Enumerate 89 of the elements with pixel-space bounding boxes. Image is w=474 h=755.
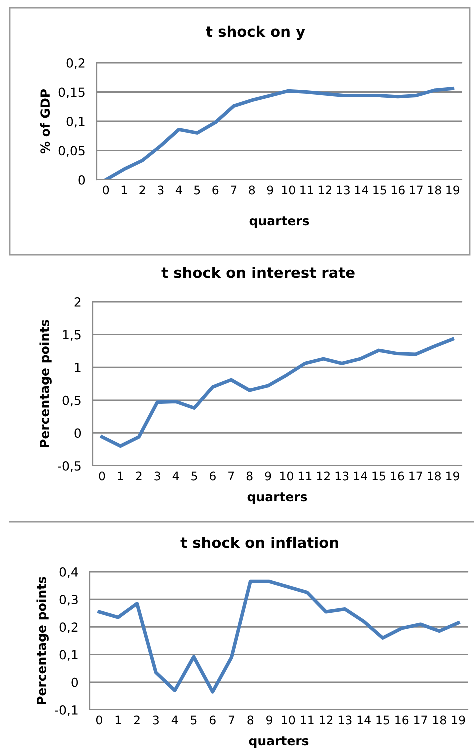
x-tick-label: 5 — [192, 472, 198, 481]
x-tick-label: 3 — [154, 472, 160, 481]
x-tick-label: 17 — [414, 716, 428, 725]
x-tick-label: 10 — [280, 472, 294, 481]
x-tick-label: 14 — [354, 472, 368, 481]
chart-title: t shock on interest rate — [162, 266, 355, 278]
x-tick-label: 17 — [410, 472, 422, 481]
line-series — [100, 338, 455, 448]
x-tick-label: 19 — [446, 186, 460, 195]
x-tick-label: 12 — [317, 472, 330, 481]
x-tick-label: 11 — [300, 186, 314, 195]
x-tick-label: 3 — [153, 716, 159, 725]
x-tick-label: 6 — [210, 472, 216, 481]
x-tick-label: 1 — [118, 472, 124, 481]
y-tick-label: 0,1 — [60, 650, 78, 661]
x-tick-label: 2 — [140, 186, 146, 195]
x-tick-label: 1 — [122, 186, 128, 195]
x-tick-label: 12 — [318, 186, 332, 195]
x-tick-label: 12 — [320, 716, 333, 725]
x-tick-label: 8 — [249, 186, 256, 195]
x-tick-label: 4 — [176, 186, 182, 195]
y-tick-label: 0,3 — [60, 595, 78, 606]
y-tick-label: -0,1 — [55, 705, 78, 716]
x-tick-label: 10 — [282, 716, 296, 725]
x-tick-label: 15 — [376, 716, 390, 725]
y-tick-label: 1,5 — [63, 330, 81, 341]
x-tick-label: 2 — [136, 472, 142, 481]
chart-title: t shock on y — [206, 26, 306, 40]
y-axis-title: % of GDP — [40, 89, 50, 154]
x-tick-label: 19 — [446, 472, 460, 481]
y-tick-label: -0,5 — [58, 461, 81, 472]
line-series — [98, 580, 460, 694]
x-tick-label: 5 — [191, 716, 197, 725]
x-tick-label: 7 — [231, 186, 237, 195]
x-tick-label: 13 — [336, 472, 349, 481]
line-series — [104, 87, 455, 180]
x-axis-title: quarters — [249, 736, 309, 748]
x-tick-label: 1 — [116, 716, 122, 725]
x-tick-label: 6 — [212, 186, 219, 195]
y-tick-label: 2 — [74, 297, 81, 307]
y-axis-title: Percentage points — [36, 577, 49, 704]
y-axis-title: Percentage points — [40, 320, 52, 448]
x-tick-label: 16 — [391, 472, 404, 481]
x-tick-label: 18 — [428, 186, 442, 195]
y-tick-label: 0 — [72, 678, 78, 688]
y-tick-label: 0,05 — [58, 146, 85, 157]
chart-title: t shock on inflation — [180, 536, 338, 548]
x-tick-label: 0 — [103, 186, 110, 195]
x-axis-title: quarters — [248, 492, 308, 504]
x-tick-label: 16 — [392, 186, 405, 195]
x-tick-label: 4 — [172, 472, 180, 481]
x-tick-label: 16 — [396, 716, 409, 725]
x-tick-label: 9 — [267, 186, 274, 195]
x-tick-label: 18 — [433, 716, 446, 725]
x-tick-label: 0 — [99, 472, 106, 481]
x-tick-label: 0 — [96, 716, 102, 725]
x-tick-label: 8 — [248, 716, 254, 725]
x-tick-label: 14 — [355, 186, 368, 195]
x-tick-label: 14 — [358, 716, 371, 725]
x-tick-label: 7 — [228, 472, 234, 481]
y-tick-label: 0,5 — [62, 396, 81, 407]
x-tick-label: 18 — [428, 472, 442, 481]
y-tick-label: 0,2 — [66, 58, 85, 70]
x-tick-label: 9 — [265, 472, 272, 481]
x-tick-label: 3 — [158, 186, 164, 195]
y-tick-label: 1 — [75, 363, 81, 372]
y-tick-label: 0 — [78, 175, 86, 185]
y-tick-label: 0,4 — [60, 567, 78, 578]
x-tick-label: 13 — [338, 716, 352, 725]
x-tick-label: 5 — [194, 186, 200, 195]
x-tick-label: 15 — [374, 186, 386, 195]
x-tick-label: 9 — [266, 716, 272, 725]
y-tick-label: 0,1 — [66, 116, 85, 128]
y-tick-label: 0,2 — [60, 622, 78, 634]
x-axis-title: quarters — [250, 216, 310, 228]
x-tick-label: 10 — [282, 186, 296, 195]
x-tick-label: 19 — [452, 716, 466, 725]
x-tick-label: 17 — [410, 186, 423, 195]
y-tick-label: 0,15 — [58, 88, 85, 98]
x-tick-label: 11 — [298, 472, 312, 481]
x-tick-label: 6 — [210, 716, 216, 725]
x-tick-label: 15 — [372, 472, 386, 481]
x-tick-label: 2 — [134, 716, 140, 725]
y-tick-label: 0 — [74, 428, 82, 438]
x-tick-label: 8 — [246, 472, 253, 481]
x-tick-label: 11 — [301, 716, 314, 725]
x-tick-label: 7 — [228, 716, 234, 725]
x-tick-label: 13 — [337, 186, 350, 195]
x-tick-label: 4 — [172, 716, 178, 725]
